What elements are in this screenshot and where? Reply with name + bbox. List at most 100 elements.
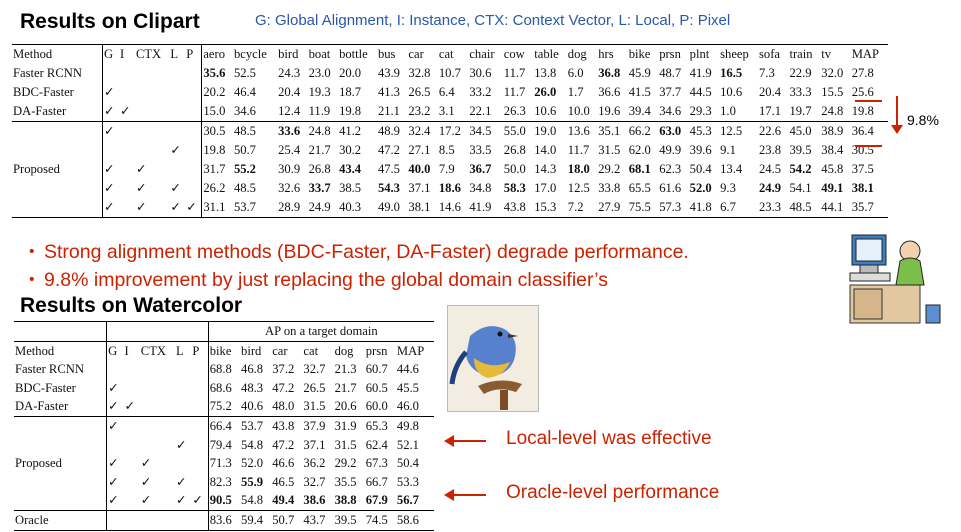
value-cell: 45.9 xyxy=(628,66,651,80)
check-cell xyxy=(106,509,124,531)
value-cell: 20.2 xyxy=(203,85,226,99)
value-cell: 75.5 xyxy=(627,198,659,218)
method-cell xyxy=(14,415,108,436)
check-cell: ✓ xyxy=(102,121,120,141)
value-cell: 30.5 xyxy=(201,121,233,141)
table-row: ✓ ✓ ✓ ✓ 31.1 53.7 28.9 24.9 40.3 49.0 38.1 14.6 41.9… xyxy=(12,198,888,218)
value-cell: 49.0 xyxy=(376,198,408,218)
group-header: AP on a target domain xyxy=(208,321,434,342)
check-cell: ✓ xyxy=(104,162,115,176)
column-header: aero xyxy=(201,44,233,64)
value-cell: 48.5 xyxy=(232,121,278,141)
value-cell: 37.7 xyxy=(659,85,682,99)
value-cell: 13.6 xyxy=(566,121,598,141)
column-header: P xyxy=(191,340,209,361)
check-cell xyxy=(169,102,185,122)
value-cell: 34.8 xyxy=(469,181,492,195)
column-header: cow xyxy=(502,44,534,64)
value-cell: 39.4 xyxy=(628,104,651,118)
value-cell: 61.6 xyxy=(659,181,682,195)
improvement-arrow-icon xyxy=(891,96,903,134)
table-row: ✓ 66.4 53.7 43.8 37.9 31.9 65.3 49.8 xyxy=(14,415,434,436)
value-cell: 31.1 xyxy=(201,198,233,218)
value-cell: 33.8 xyxy=(598,181,621,195)
value-cell: 79.4 xyxy=(209,437,232,452)
value-cell: 27.9 xyxy=(597,198,628,218)
value-cell: 36.7 xyxy=(469,162,492,176)
check-cell: ✓ xyxy=(104,104,115,118)
value-cell: 21.7 xyxy=(308,143,331,157)
check-cell xyxy=(119,160,135,179)
table-row: ✓ ✓ ✓ 82.3 55.9 46.5 32.7 35.5 66.7 53.3 xyxy=(14,472,434,492)
value-cell: 50.0 xyxy=(503,162,526,176)
check-cell xyxy=(191,472,209,492)
value-cell: 26.5 xyxy=(303,380,326,395)
value-cell: 47.5 xyxy=(377,162,400,176)
check-cell: ✓ xyxy=(170,181,181,195)
check-cell xyxy=(139,509,176,531)
value-cell: 20.4 xyxy=(278,85,301,99)
value-cell: 50.4 xyxy=(689,162,712,176)
value-cell: 57.3 xyxy=(658,198,689,218)
value-cell: 50.7 xyxy=(233,143,256,157)
check-cell: ✓ xyxy=(104,181,115,195)
column-header: dog xyxy=(333,340,365,361)
column-header: I xyxy=(119,44,135,64)
value-cell: 60.5 xyxy=(365,380,388,395)
check-cell xyxy=(191,509,209,531)
value-cell: 25.6 xyxy=(851,85,874,99)
check-cell: ✓ xyxy=(140,474,152,489)
column-header: boat xyxy=(307,44,339,64)
value-cell: 46.0 xyxy=(396,399,419,414)
value-cell: 30.9 xyxy=(278,162,301,176)
value-cell: 14.6 xyxy=(437,198,469,218)
check-cell xyxy=(135,141,169,160)
value-cell: 18.0 xyxy=(567,162,590,176)
check-cell xyxy=(140,360,175,379)
value-cell: 52.1 xyxy=(396,437,419,452)
value-cell: 58.3 xyxy=(503,181,526,195)
value-cell: 47.2 xyxy=(272,437,295,452)
value-cell: 15.5 xyxy=(821,85,844,99)
blank-cell xyxy=(14,321,108,342)
method-cell: Faster RCNN xyxy=(14,360,108,379)
value-cell: 6.7 xyxy=(719,198,758,218)
method-cell xyxy=(12,141,103,160)
table-row: BDC-Faster ✓ 20.2 46.4 20.4 19.3 18.7 41.3 26.5 6… xyxy=(12,83,888,102)
check-cell: ✓ xyxy=(169,198,186,218)
check-cell: ✓ xyxy=(108,493,119,508)
value-cell: 62.4 xyxy=(365,437,388,452)
value-cell: 46.4 xyxy=(233,85,256,99)
value-cell: 26.8 xyxy=(503,143,526,157)
method-cell xyxy=(14,435,108,455)
table-row: DA-Faster ✓ ✓ 75.2 40.6 48.0 31.5 20.6 60.0 46.0 xyxy=(14,397,434,417)
value-cell: 43.9 xyxy=(377,66,400,80)
value-cell: 62.0 xyxy=(628,143,651,157)
value-cell: 37.5 xyxy=(851,162,874,176)
value-cell: 82.3 xyxy=(209,474,232,489)
improvement-label: 9.8% xyxy=(907,112,939,128)
value-cell: 22.9 xyxy=(789,66,812,80)
value-cell: 35.6 xyxy=(203,66,226,80)
column-header: G xyxy=(102,44,120,64)
value-cell: 23.8 xyxy=(759,143,782,157)
value-cell: 11.7 xyxy=(567,143,590,157)
value-cell: 71.3 xyxy=(209,456,232,471)
check-cell xyxy=(124,379,140,398)
column-header: Method xyxy=(14,340,108,361)
value-cell: 24.9 xyxy=(759,181,782,195)
value-cell: 23.0 xyxy=(308,66,331,80)
table-row: ✓ 79.4 54.8 47.2 37.1 31.5 62.4 52.1 xyxy=(14,435,434,455)
value-cell: 12.5 xyxy=(567,181,590,195)
value-cell: 22.6 xyxy=(758,121,789,141)
value-cell: 67.9 xyxy=(365,493,388,508)
check-cell xyxy=(169,64,185,83)
value-cell: 32.7 xyxy=(303,362,326,377)
value-cell: 31.5 xyxy=(334,437,357,452)
column-header: sofa xyxy=(758,44,789,64)
value-cell: 31.9 xyxy=(333,415,365,436)
value-cell: 19.3 xyxy=(308,85,331,99)
check-cell: ✓ xyxy=(124,399,136,414)
column-header: I xyxy=(123,340,140,361)
